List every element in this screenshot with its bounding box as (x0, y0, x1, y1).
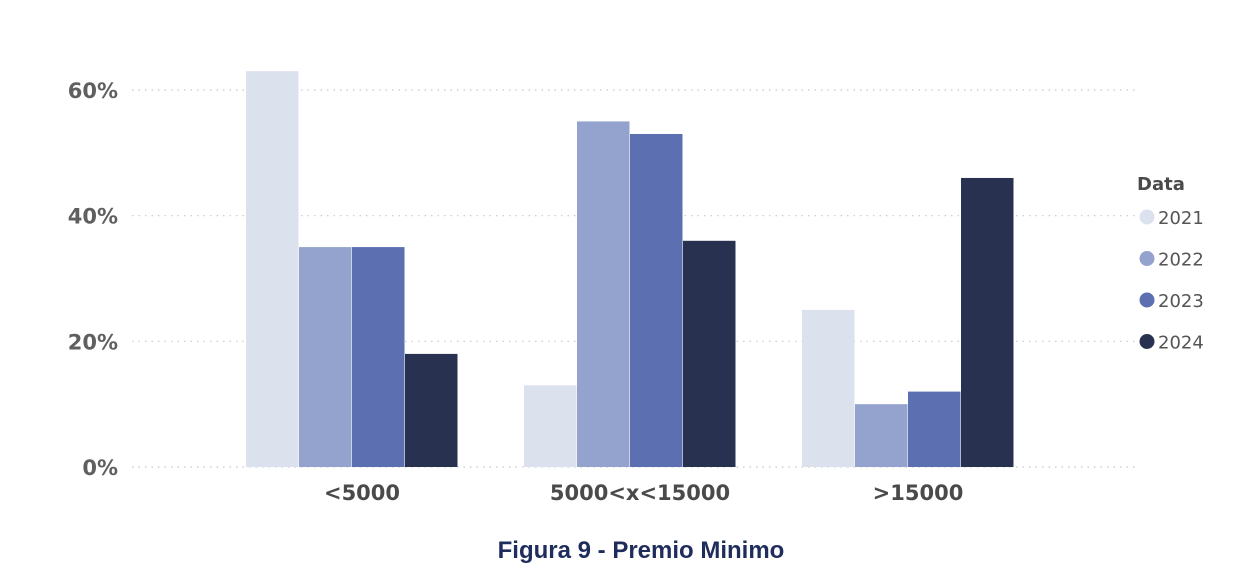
bar-2022-2 (855, 404, 908, 467)
bar-2021-0 (246, 71, 299, 468)
legend-label-2023: 2023 (1158, 291, 1204, 312)
x-tick-label: 5000<x<15000 (550, 481, 730, 505)
bar-2022-1 (577, 121, 630, 468)
legend-marker-2023 (1139, 292, 1155, 308)
bar-2023-2 (908, 391, 961, 467)
legend-label-2022: 2022 (1158, 250, 1204, 271)
legend-marker-2024 (1139, 334, 1155, 349)
x-tick-label: <5000 (324, 481, 400, 505)
legend-marker-2021 (1139, 209, 1155, 225)
legend-label-2024: 2024 (1158, 333, 1204, 354)
bar-2021-2 (802, 309, 855, 467)
bar-2023-1 (630, 133, 683, 467)
figure-caption: Figura 9 - Premio Minimo (498, 537, 785, 564)
bar-2024-1 (683, 240, 736, 467)
bar-2024-2 (961, 177, 1014, 467)
y-tick-label: 40% (68, 205, 118, 229)
bar-2023-0 (352, 247, 405, 467)
y-axis-ticks: 0% 20% 40% 60% (68, 79, 118, 480)
legend-marker-2022 (1139, 251, 1155, 266)
x-tick-label: >15000 (873, 481, 964, 505)
x-axis-ticks: <5000 5000<x<15000 >15000 (324, 481, 963, 505)
y-tick-label: 60% (68, 79, 118, 103)
bars (246, 71, 1014, 468)
bar-2024-0 (405, 353, 458, 467)
bar-2021-1 (524, 385, 577, 467)
bar-2022-0 (299, 247, 352, 467)
y-tick-label: 0% (82, 456, 118, 480)
legend: Data 2021 2022 2023 2024 (1137, 174, 1204, 354)
legend-label-2021: 2021 (1158, 208, 1204, 229)
y-tick-label: 20% (68, 330, 118, 354)
legend-title: Data (1137, 174, 1185, 195)
